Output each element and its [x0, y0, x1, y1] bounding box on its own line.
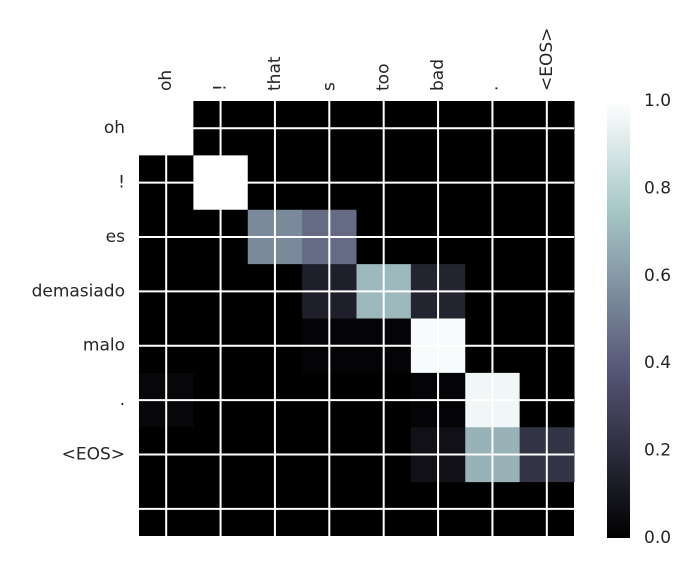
x-tick-label: that — [265, 56, 285, 91]
colorbar-tick-label: 0.0 — [644, 528, 671, 548]
y-tick-label: <EOS> — [62, 444, 125, 464]
colorbar — [607, 101, 630, 538]
colorbar-tick-label: 0.4 — [644, 353, 671, 373]
x-axis-tick-labels: oh! that s too bad. <EOS> — [156, 28, 557, 91]
colorbar-tick-label: 0.2 — [644, 441, 671, 461]
y-tick-label: malo — [83, 336, 125, 356]
x-tick-label: too — [374, 64, 394, 91]
colorbar-tick-labels: 0.0 0.2 0.4 0.6 0.8 1.0 — [644, 91, 671, 548]
x-tick-label: s — [319, 82, 339, 91]
y-tick-label: oh — [104, 118, 125, 138]
x-tick-label: ! — [211, 84, 231, 91]
y-tick-label: . — [120, 390, 125, 410]
y-tick-label: es — [106, 227, 125, 247]
x-tick-label: . — [482, 86, 502, 91]
heatmap-gridlines — [139, 101, 574, 536]
y-axis-tick-labels: oh! es demasiado malo. <EOS> — [32, 118, 126, 464]
colorbar-tick-label: 1.0 — [644, 91, 671, 111]
y-tick-label: demasiado — [32, 281, 125, 301]
x-tick-label: bad — [428, 59, 448, 91]
x-tick-label: <EOS> — [537, 28, 557, 91]
colorbar-tick-label: 0.8 — [644, 178, 671, 198]
colorbar-tick-label: 0.6 — [644, 266, 671, 286]
y-tick-label: ! — [118, 173, 125, 193]
x-tick-label: oh — [156, 70, 176, 91]
